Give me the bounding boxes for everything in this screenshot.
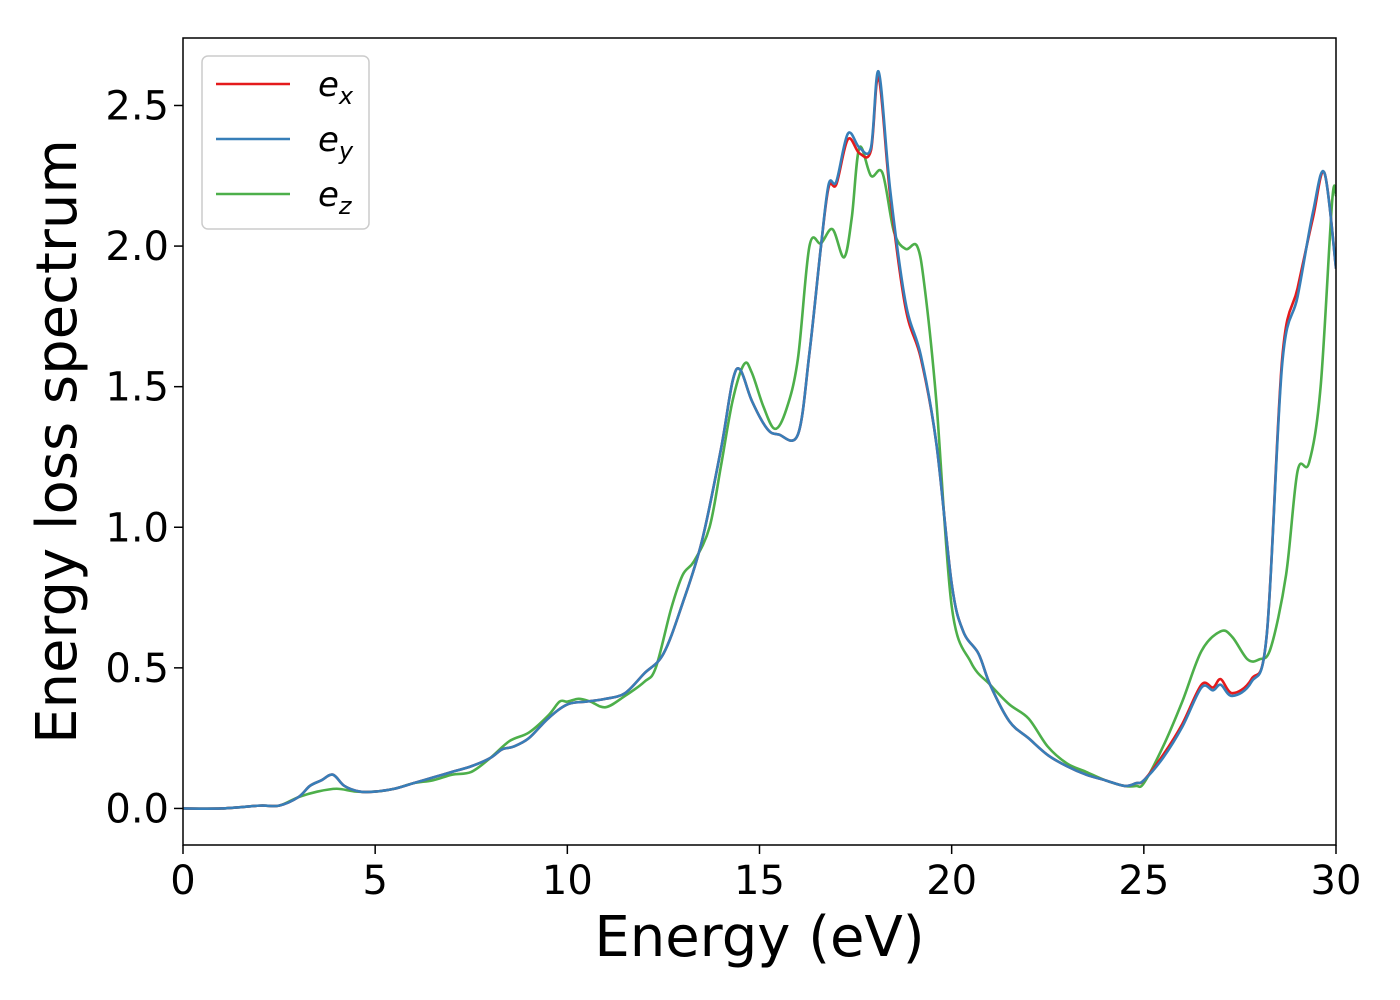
x-tick-label: 5 xyxy=(362,858,387,904)
legend-label-ez: ez xyxy=(318,175,353,220)
x-tick-label: 10 xyxy=(542,858,593,904)
legend-label-ey: ey xyxy=(318,120,354,165)
x-tick-label: 20 xyxy=(926,858,977,904)
y-tick-label: 2.0 xyxy=(105,224,169,270)
y-axis: 0.0 0.5 1.0 1.5 2.0 2.5 xyxy=(105,83,183,832)
x-tick-label: 25 xyxy=(1118,858,1169,904)
series-layer xyxy=(183,70,1336,810)
y-tick-label: 1.0 xyxy=(105,505,169,551)
x-tick-label: 0 xyxy=(170,858,195,904)
y-tick-label: 0.5 xyxy=(105,646,169,692)
y-axis-title: Energy loss spectrum xyxy=(25,139,90,744)
y-tick-label: 2.5 xyxy=(105,83,169,129)
x-tick-label: 15 xyxy=(734,858,785,904)
series-line-ey xyxy=(183,70,1336,810)
x-axis-title: Energy (eV) xyxy=(594,905,924,970)
legend-label-ex: ex xyxy=(318,65,354,110)
legend: ex ey ez xyxy=(201,55,370,230)
legend-frame xyxy=(201,55,370,230)
x-axis: 0 5 10 15 20 25 30 xyxy=(170,845,1361,904)
y-tick-label: 1.5 xyxy=(105,365,169,411)
y-tick-label: 0.0 xyxy=(105,786,169,832)
x-tick-label: 30 xyxy=(1311,858,1362,904)
